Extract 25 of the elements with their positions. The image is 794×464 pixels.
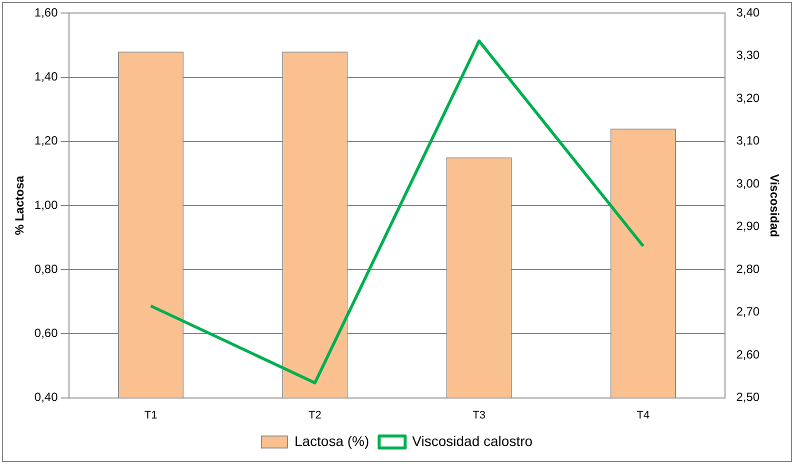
y2-axis-title: Viscosidad (767, 174, 782, 238)
y-tick-label: 0,80 (34, 262, 58, 276)
y-tick-label: 0,60 (34, 326, 58, 340)
x-tick-label: T1 (144, 409, 158, 422)
legend-label: Lactosa (%) (294, 432, 370, 449)
y-axis-title: % Lactosa (12, 176, 27, 236)
y2-tick-label: 2,70 (736, 304, 760, 319)
y-tick-label: 0,40 (34, 390, 58, 404)
y2-tick-label: 2,80 (736, 262, 760, 276)
y2-tick-label: 3,30 (736, 48, 760, 62)
y-tick-label: 1,00 (34, 198, 58, 212)
y-tick-label: 1,20 (34, 134, 58, 148)
legend-label: Viscosidad calostro (412, 432, 533, 449)
y2-tick-label: 3,10 (736, 134, 760, 148)
y2-tick-label: 2,60 (736, 347, 760, 362)
y2-tick-label: 3,00 (736, 176, 760, 190)
y2-tick-label: 3,20 (736, 90, 760, 105)
x-tick-label: T2 (308, 409, 322, 422)
x-tick-label: T4 (636, 409, 650, 422)
y2-tick-label: 2,90 (736, 219, 760, 234)
y-tick-label: 1,60 (34, 6, 58, 20)
y2-tick-label: 3,40 (736, 6, 760, 20)
y-tick-label: 1,40 (34, 70, 58, 84)
y2-tick-label: 2,50 (736, 390, 760, 404)
x-tick-label: T3 (472, 409, 486, 422)
